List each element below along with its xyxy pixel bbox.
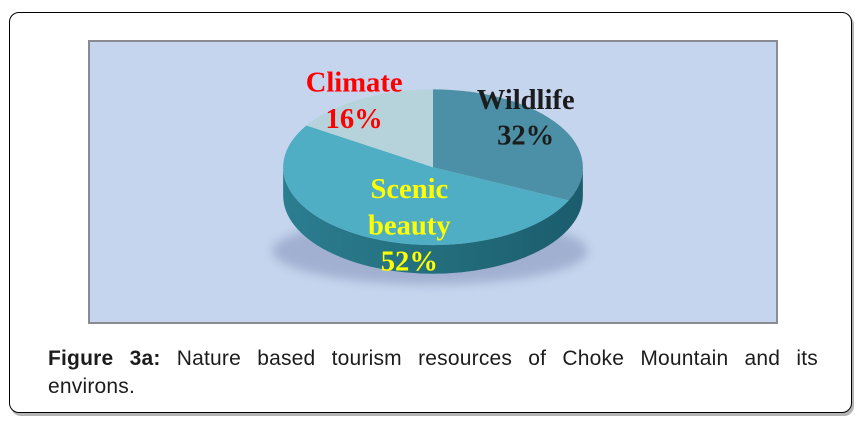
pie-chart: Wildlife 32% Scenic beauty 52% Climate 16% <box>272 67 588 285</box>
chart-plot-area: Wildlife 32% Scenic beauty 52% Climate 16% <box>88 40 778 324</box>
figure-caption: Figure 3a: Nature based tourism resource… <box>48 345 818 401</box>
wildlife-label: Wildlife <box>477 85 575 116</box>
climate-label: 16% <box>326 104 383 135</box>
pie-side-wall <box>283 167 583 274</box>
wildlife-slice <box>433 89 583 201</box>
wildlife-label: 32% <box>497 121 554 152</box>
climate-slice <box>306 89 433 168</box>
scenic-beauty-label: Scenic <box>370 174 448 205</box>
caption-figure-label: Figure 3a: <box>48 347 161 370</box>
scenic-beauty-label: 52% <box>381 247 438 278</box>
caption-line-2: environs. <box>48 375 136 398</box>
scenic-beauty-slice <box>283 125 569 246</box>
climate-label: Climate <box>306 67 403 98</box>
caption-line-1: Figure 3a: Nature based tourism resource… <box>48 345 818 373</box>
scenic-beauty-label: beauty <box>368 210 451 241</box>
caption-text: Nature based tourism resources of Choke … <box>176 347 818 370</box>
